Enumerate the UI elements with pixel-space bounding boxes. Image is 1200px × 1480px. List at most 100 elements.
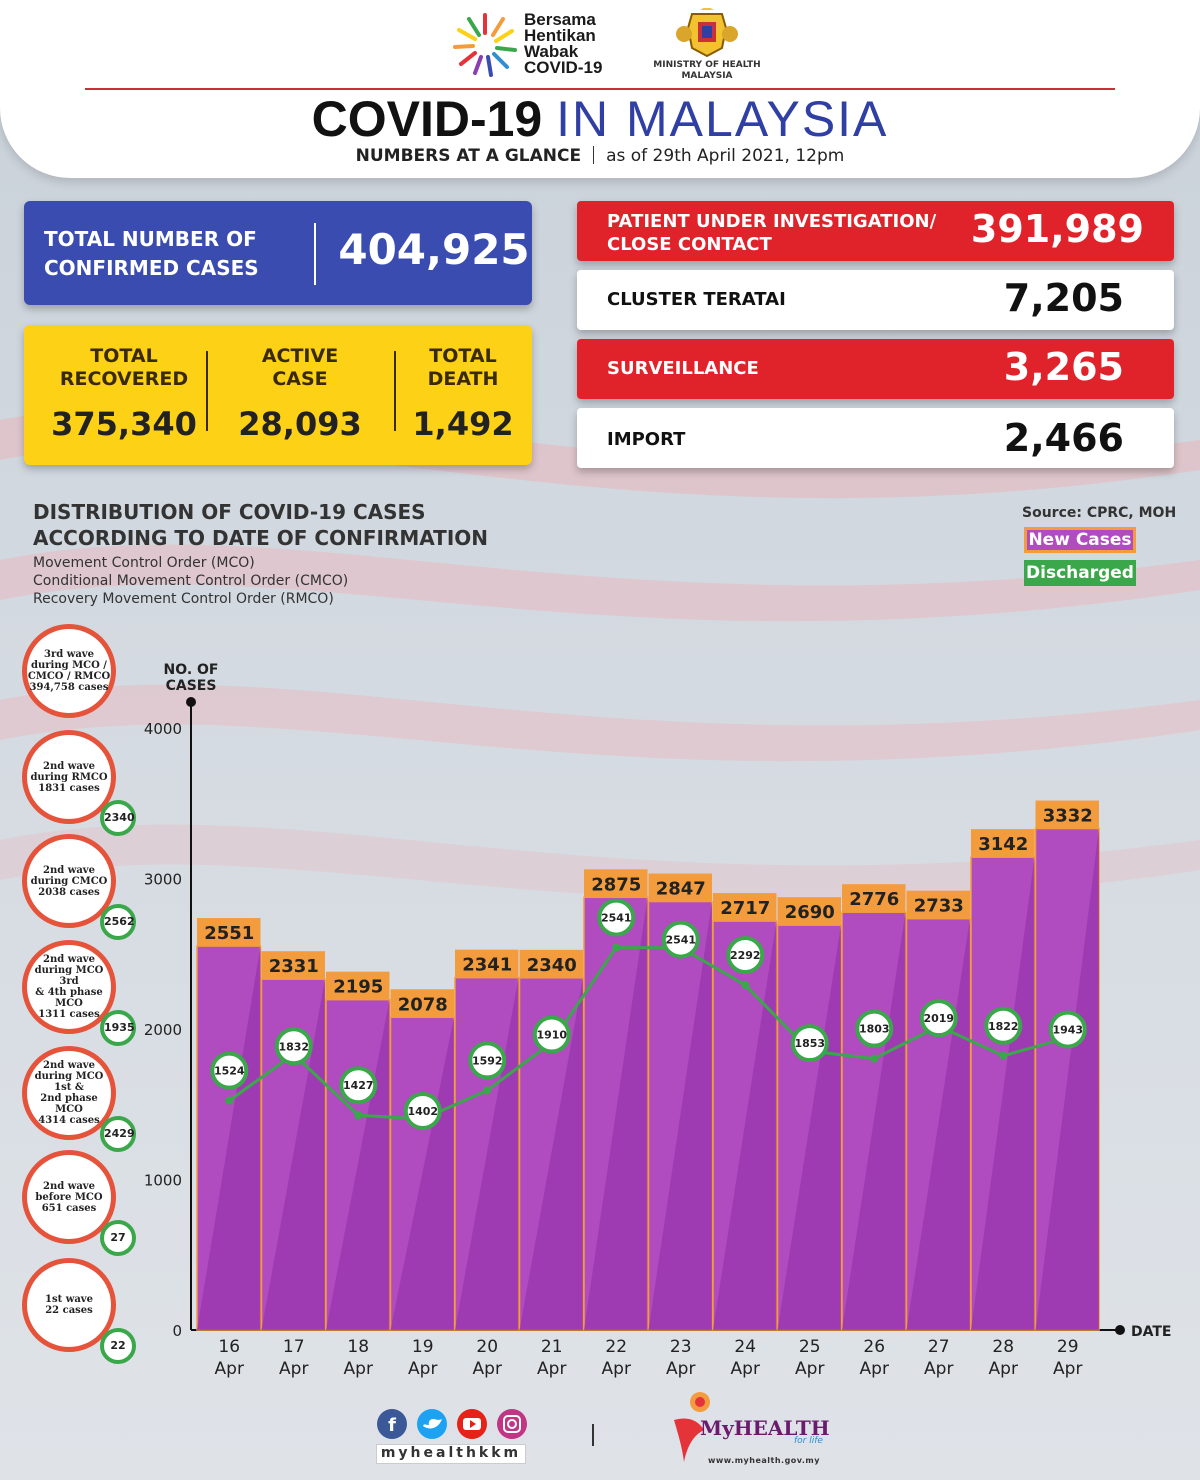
wave-circle: 2nd wave before MCO 651 cases — [22, 1150, 116, 1244]
cluster-value: 7,205 — [1003, 276, 1124, 320]
facebook-icon — [377, 1409, 407, 1439]
campaign-text: Bersama Hentikan Wabak COVID-19 — [524, 10, 603, 77]
x-tick-label: 24 — [734, 1337, 756, 1357]
subtitle-date: as of 29th April 2021, 12pm — [606, 146, 845, 166]
discharged-value-label: 2019 — [923, 1012, 954, 1025]
wave-label: 2nd wave — [43, 864, 95, 876]
chart-note: Movement Control Order (MCO) — [33, 555, 255, 571]
x-tick-label: 29 — [1057, 1337, 1079, 1357]
bar-value-label: 2733 — [914, 896, 964, 917]
bar-label-box — [971, 829, 1035, 858]
active-label-line: ACTIVE — [261, 345, 339, 367]
discharged-value-label: 2292 — [730, 949, 761, 962]
x-tick-label: 17 — [283, 1337, 305, 1357]
discharged-badge — [726, 936, 765, 975]
wave-label: during CMCO — [30, 875, 108, 887]
stat-divider — [394, 351, 396, 431]
y-axis-label: CASES — [166, 678, 217, 694]
import-value: 2,466 — [1003, 416, 1124, 460]
bar-value-label: 2195 — [333, 977, 383, 998]
x-tick-label: 20 — [476, 1337, 498, 1357]
myhealth-tagline: for life — [794, 1436, 823, 1446]
bar-label-box — [842, 884, 906, 913]
death-label-line: DEATH — [427, 368, 499, 390]
death-label: TOTAL DEATH — [398, 345, 528, 391]
wave-label: 2nd wave — [43, 1060, 95, 1071]
myhealth-url: www.myhealth.gov.my — [708, 1456, 820, 1465]
x-tick-label: 21 — [541, 1337, 563, 1357]
discharged-point — [870, 1054, 879, 1063]
cluster-card: CLUSTER TERATAI 7,205 — [577, 270, 1174, 330]
chart-title: DISTRIBUTION OF COVID-19 CASES ACCORDING… — [33, 499, 488, 551]
x-tick-label: Apr — [666, 1359, 695, 1379]
bar-shade — [326, 999, 390, 1330]
x-tick-label: Apr — [1053, 1359, 1082, 1379]
instagram-icon — [497, 1409, 527, 1439]
bar-value-label: 2875 — [591, 874, 641, 895]
death-value: 1,492 — [412, 405, 514, 443]
stat-divider — [206, 351, 208, 431]
discharged-badge — [855, 1009, 894, 1048]
wave-label: CMCO / RMCO — [27, 671, 111, 682]
x-tick-label: Apr — [924, 1359, 953, 1379]
wave-label: during MCO 1st & — [34, 1071, 104, 1093]
wave-cases: 4314 cases — [38, 1115, 100, 1126]
campaign-line: Bersama — [524, 10, 596, 29]
x-tick-label: 16 — [218, 1337, 240, 1357]
moh-text: MINISTRY OF HEALTH MALAYSIA — [640, 60, 774, 82]
wave-discharged-badge: 2429 — [100, 1116, 136, 1152]
wave-label: 2nd phase MCO — [40, 1093, 98, 1115]
bar-value-label: 2340 — [527, 955, 577, 976]
bar-label-box — [261, 951, 325, 980]
myhealth-logo-icon — [674, 1392, 710, 1462]
subtitle-separator — [593, 146, 595, 164]
chart-note: Recovery Movement Control Order (RMCO) — [33, 591, 334, 607]
source-label: Source: CPRC, MOH — [1022, 505, 1177, 521]
x-tick-label: Apr — [860, 1359, 889, 1379]
y-tick-label: 4000 — [144, 720, 182, 738]
title-bold: COVID-19 — [311, 91, 543, 147]
y-tick-label: 0 — [172, 1322, 182, 1340]
wave-label: 2nd wave — [43, 1180, 95, 1192]
discharged-badge — [597, 898, 636, 937]
discharged-badge — [274, 1027, 313, 1066]
campaign-line: Hentikan — [524, 26, 596, 45]
discharged-point — [225, 1096, 234, 1105]
footer-separator — [592, 1424, 594, 1446]
x-tick-label: Apr — [537, 1359, 566, 1379]
bar-value-label: 3332 — [1043, 806, 1093, 827]
campaign-line: COVID-19 — [524, 58, 603, 77]
legend-new-cases: New Cases — [1024, 527, 1136, 553]
card-divider — [314, 223, 316, 285]
x-tick-label: 27 — [928, 1337, 950, 1357]
discharged-badge — [532, 1015, 571, 1054]
bar-shade — [906, 918, 970, 1330]
confirmed-label: TOTAL NUMBER OF CONFIRMED CASES — [44, 225, 284, 283]
recovered-label: TOTAL RECOVERED — [34, 345, 214, 391]
x-axis-end-dot — [1115, 1325, 1125, 1335]
wave-label: & 4th phase MCO — [35, 987, 103, 1009]
bar-shade — [1035, 828, 1099, 1330]
header-rule — [85, 88, 1115, 90]
wave-label: 3rd wave — [44, 649, 94, 660]
subtitle-bold: NUMBERS AT A GLANCE — [355, 146, 582, 166]
discharged-value-label: 1943 — [1052, 1024, 1083, 1037]
wave-label: during MCO 3rd — [34, 965, 104, 987]
campaign-sunburst-logo — [453, 13, 517, 77]
myhealth-brand: MyHEALTH — [700, 1416, 830, 1440]
outcome-stats-card: TOTAL RECOVERED 375,340 ACTIVE CASE 28,0… — [24, 325, 532, 465]
y-tick-label: 1000 — [144, 1172, 182, 1190]
bar-shade — [777, 925, 841, 1330]
bar-label-box — [326, 971, 390, 1000]
myhealth-brand-text: MyHEALTH — [700, 1416, 830, 1440]
cluster-label: CLUSTER TERATAI — [607, 289, 786, 310]
x-tick-label: Apr — [408, 1359, 437, 1379]
pui-label-line: CLOSE CONTACT — [607, 234, 772, 255]
pui-value: 391,989 — [970, 207, 1144, 251]
discharged-value-label: 1822 — [988, 1020, 1019, 1033]
svg-text:f: f — [388, 1415, 396, 1436]
discharged-value-label: 1592 — [472, 1054, 503, 1067]
bar-value-label: 2847 — [656, 879, 706, 900]
x-tick-label: Apr — [473, 1359, 502, 1379]
bar-label-box — [519, 949, 583, 978]
